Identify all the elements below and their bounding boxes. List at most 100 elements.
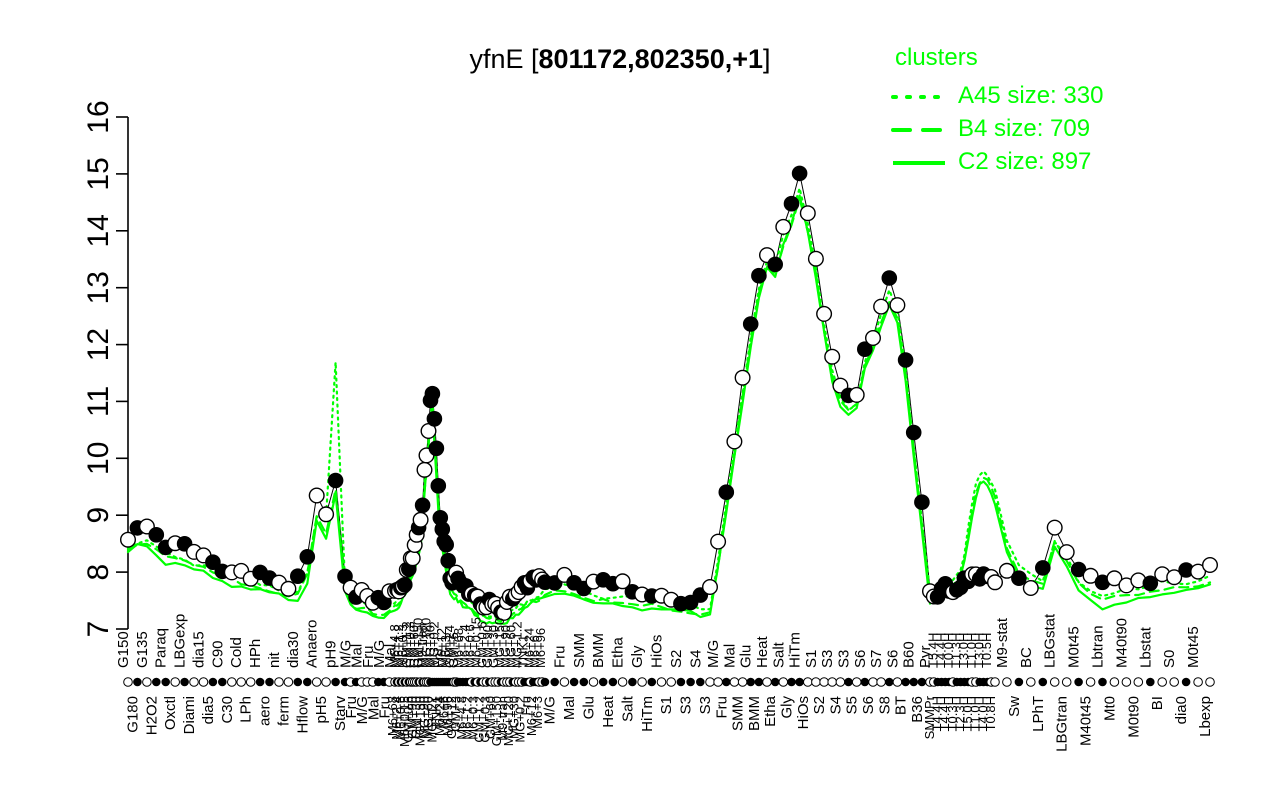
svg-text:C90: C90 bbox=[209, 640, 226, 668]
svg-text:Paraq: Paraq bbox=[153, 628, 170, 668]
svg-text:M0t45: M0t45 bbox=[1066, 626, 1083, 668]
svg-text:Heat: Heat bbox=[754, 635, 771, 668]
svg-text:HiTm: HiTm bbox=[787, 632, 804, 668]
svg-text:S7: S7 bbox=[868, 650, 885, 668]
svg-text:Glu: Glu bbox=[738, 645, 755, 668]
svg-text:8: 8 bbox=[82, 564, 115, 581]
svg-text:dia0: dia0 bbox=[1173, 696, 1190, 724]
svg-text:Lbexp: Lbexp bbox=[1197, 696, 1214, 737]
svg-text:Mt0: Mt0 bbox=[1101, 696, 1118, 721]
svg-text:15: 15 bbox=[82, 157, 115, 190]
svg-text:Fru: Fru bbox=[551, 646, 568, 669]
svg-text:B60: B60 bbox=[901, 641, 918, 668]
svg-text:9: 9 bbox=[82, 507, 115, 524]
svg-text:H2O2: H2O2 bbox=[143, 696, 160, 735]
svg-text:S3: S3 bbox=[697, 696, 714, 714]
svg-text:Etha: Etha bbox=[610, 636, 627, 668]
svg-text:Mal: Mal bbox=[561, 696, 578, 720]
svg-text:11: 11 bbox=[82, 386, 115, 417]
svg-text:G150: G150 bbox=[115, 631, 132, 668]
svg-text:BC: BC bbox=[1018, 647, 1035, 668]
svg-text:S4: S4 bbox=[687, 650, 704, 668]
svg-text:clusters: clusters bbox=[895, 44, 978, 71]
svg-text:M0t45: M0t45 bbox=[1185, 626, 1202, 668]
svg-text:aero: aero bbox=[257, 696, 274, 726]
svg-text:M6+96: M6+96 bbox=[533, 628, 548, 668]
svg-text:Oxctl: Oxctl bbox=[162, 696, 179, 730]
svg-text:G180: G180 bbox=[124, 696, 141, 733]
svg-text:M/G: M/G bbox=[705, 640, 722, 668]
svg-text:S2: S2 bbox=[811, 696, 828, 714]
svg-text:Lbtran: Lbtran bbox=[1090, 625, 1107, 668]
svg-text:Sw: Sw bbox=[1006, 696, 1023, 717]
svg-text:S2: S2 bbox=[668, 650, 685, 668]
svg-text:ferm: ferm bbox=[275, 696, 292, 726]
svg-text:Cold: Cold bbox=[228, 637, 245, 668]
svg-text:BI: BI bbox=[1149, 696, 1166, 710]
svg-text:LBGtran: LBGtran bbox=[1054, 696, 1071, 752]
svg-text:BMM: BMM bbox=[746, 696, 763, 731]
svg-text:S3: S3 bbox=[836, 650, 853, 668]
svg-text:HPh: HPh bbox=[247, 639, 264, 668]
svg-text:M/G: M/G bbox=[542, 696, 559, 724]
svg-text:S4: S4 bbox=[827, 696, 844, 714]
svg-text:B4 size: 709: B4 size: 709 bbox=[958, 115, 1090, 142]
svg-text:Diami: Diami bbox=[181, 696, 198, 734]
svg-text:pH5: pH5 bbox=[313, 696, 330, 724]
svg-text:Gly: Gly bbox=[779, 696, 796, 719]
svg-text:M0t90: M0t90 bbox=[1125, 696, 1142, 738]
svg-text:Hflow: Hflow bbox=[294, 696, 311, 734]
svg-text:C30: C30 bbox=[219, 696, 236, 724]
svg-text:Salt: Salt bbox=[619, 695, 636, 722]
svg-text:BT: BT bbox=[893, 696, 910, 715]
svg-text:Mal: Mal bbox=[721, 644, 738, 668]
svg-text:S3: S3 bbox=[819, 650, 836, 668]
svg-text:Heat: Heat bbox=[600, 695, 617, 728]
svg-text:S5: S5 bbox=[844, 696, 861, 714]
svg-text:12: 12 bbox=[82, 328, 115, 361]
svg-text:HiOs: HiOs bbox=[795, 696, 812, 729]
svg-text:M40t45: M40t45 bbox=[1078, 696, 1095, 746]
svg-text:S6: S6 bbox=[860, 696, 877, 714]
svg-text:S1: S1 bbox=[803, 650, 820, 668]
svg-text:LPh: LPh bbox=[238, 696, 255, 723]
svg-text:SMM: SMM bbox=[730, 696, 747, 731]
svg-text:14: 14 bbox=[82, 214, 115, 247]
svg-text:M9-stat: M9-stat bbox=[994, 617, 1011, 668]
svg-text:G135: G135 bbox=[134, 631, 151, 668]
svg-text:SMM: SMM bbox=[571, 633, 588, 668]
svg-text:LPhT: LPhT bbox=[1030, 696, 1047, 732]
svg-text:S3: S3 bbox=[678, 696, 695, 714]
svg-text:Etha: Etha bbox=[762, 695, 779, 727]
svg-text:dia30: dia30 bbox=[285, 631, 302, 668]
svg-text:A45 size: 330: A45 size: 330 bbox=[958, 82, 1103, 109]
svg-text:dia15: dia15 bbox=[191, 631, 208, 668]
svg-text:M40t90: M40t90 bbox=[1113, 618, 1130, 668]
svg-text:Salt: Salt bbox=[770, 641, 787, 668]
svg-text:Lbstat: Lbstat bbox=[1137, 626, 1154, 668]
svg-text:13: 13 bbox=[82, 271, 115, 304]
svg-text:HiOs: HiOs bbox=[649, 635, 666, 668]
svg-text:S0: S0 bbox=[1161, 650, 1178, 668]
svg-text:T0.5H: T0.5H bbox=[979, 633, 994, 668]
svg-text:10: 10 bbox=[82, 442, 115, 475]
svg-text:Anaero: Anaero bbox=[304, 620, 321, 668]
svg-text:Fru: Fru bbox=[713, 696, 730, 719]
svg-text:LBGexp: LBGexp bbox=[172, 614, 189, 668]
svg-text:7: 7 bbox=[82, 621, 115, 638]
svg-text:S8: S8 bbox=[876, 696, 893, 714]
svg-text:S6: S6 bbox=[884, 650, 901, 668]
svg-text:yfnE [801172,802350,+1]: yfnE [801172,802350,+1] bbox=[469, 44, 770, 74]
svg-text:BMM: BMM bbox=[590, 633, 607, 668]
svg-text:C2 size: 897: C2 size: 897 bbox=[958, 148, 1091, 175]
svg-text:nit: nit bbox=[266, 651, 283, 668]
svg-text:HiTm: HiTm bbox=[639, 696, 656, 732]
svg-text:T0.8H: T0.8H bbox=[983, 696, 998, 731]
svg-text:S6: S6 bbox=[852, 650, 869, 668]
svg-text:S1: S1 bbox=[658, 696, 675, 714]
svg-text:Glu: Glu bbox=[581, 696, 598, 719]
svg-text:LBGstat: LBGstat bbox=[1042, 613, 1059, 668]
svg-text:dia5: dia5 bbox=[200, 696, 217, 724]
svg-text:16: 16 bbox=[82, 100, 115, 133]
svg-text:Gly: Gly bbox=[629, 645, 646, 668]
